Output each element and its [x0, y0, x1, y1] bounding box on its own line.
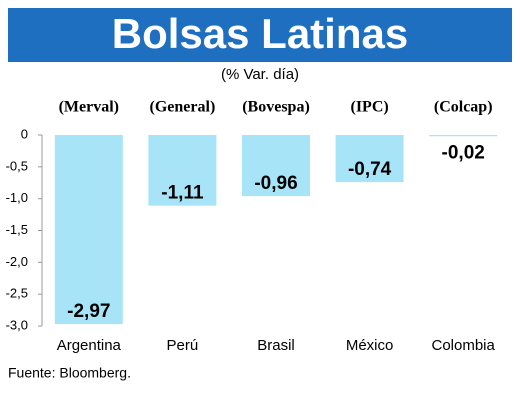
y-tick-label: -2,0: [6, 254, 28, 269]
value-label: -0,96: [254, 173, 297, 194]
value-label: -1,11: [161, 183, 204, 204]
source: Fuente: Bloomberg.: [8, 365, 131, 381]
y-tick-label: 0: [21, 126, 28, 141]
y-tick-label: -1,5: [6, 222, 28, 237]
x-tick-label: Argentina: [57, 337, 122, 354]
bar: [335, 135, 404, 183]
index-label: (General): [150, 99, 216, 116]
bar: [429, 135, 498, 137]
bar: [148, 135, 217, 206]
chart-title: Bolsas Latinas: [112, 10, 408, 57]
index-label: (Bovespa): [242, 99, 310, 116]
value-label: -0,02: [442, 142, 485, 163]
index-label: (IPC): [350, 99, 388, 116]
chart-subtitle: (% Var. día): [221, 66, 299, 83]
y-tick-label: -1,0: [6, 190, 28, 205]
bar: [54, 135, 123, 325]
y-tick-label: -0,5: [6, 158, 28, 173]
value-label: -0,74: [348, 159, 392, 180]
y-tick-label: -2,5: [6, 286, 28, 301]
y-tick-label: -3,0: [6, 317, 28, 332]
bar: [242, 135, 310, 197]
x-tick-label: Colombia: [432, 337, 496, 354]
index-label: (Merval): [59, 99, 119, 116]
x-tick-label: Brasil: [257, 337, 295, 354]
x-tick-label: México: [346, 337, 394, 354]
index-label: (Colcap): [434, 99, 493, 116]
x-tick-label: Perú: [167, 337, 199, 354]
title-banner: [8, 8, 512, 62]
value-label: -2,97: [67, 301, 110, 322]
